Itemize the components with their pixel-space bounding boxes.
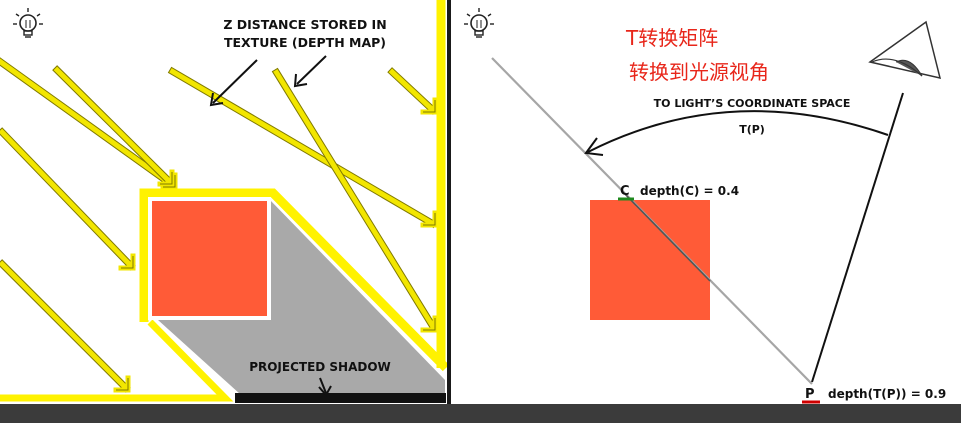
point-c-letter: C [620, 184, 630, 199]
panel-divider [447, 0, 451, 404]
light-rays [0, 57, 439, 393]
light-bulb-icon [464, 8, 494, 38]
occluder-box [148, 197, 271, 320]
point-p-depth: depth(T(P)) = 0.9 [828, 387, 946, 401]
left-panel: Z DISTANCE STORED IN TEXTURE (DEPTH MAP)… [0, 0, 450, 404]
transform-arc-arrowhead [584, 137, 604, 156]
shadow-floor [235, 393, 446, 403]
depth-map-label-line1: Z DISTANCE STORED IN [223, 17, 386, 32]
transform-matrix-title: T转换矩阵 [625, 26, 718, 50]
depth-map-outline-floor [0, 319, 234, 402]
bottom-bar [0, 404, 961, 423]
light-bulb-icon [13, 8, 43, 38]
transform-label: TO LIGHT’S COORDINATE SPACE [654, 97, 851, 110]
depth-pointer-arrow [212, 59, 258, 104]
projected-shadow-label: PROJECTED SHADOW [249, 360, 391, 374]
occluded-ray-segment [622, 191, 711, 282]
projected-shadow-area [158, 200, 445, 394]
shadow-pointer-arrow [319, 377, 327, 394]
depth-pointer-arrow-2 [296, 55, 327, 85]
camera-eye-icon [868, 20, 942, 80]
depth-map-outline [139, 188, 450, 372]
camera-view-ray [811, 92, 904, 383]
point-c-depth: depth(C) = 0.4 [640, 184, 739, 198]
transform-symbol: T(P) [739, 123, 765, 136]
point-p-letter: P [805, 387, 815, 402]
right-panel: T转换矩阵 转换到光源视角 TO LIGHT’S COORDINATE SPAC… [451, 0, 961, 404]
transform-arc [587, 110, 889, 153]
depth-map-label-line2: TEXTURE (DEPTH MAP) [224, 35, 386, 50]
light-view-title: 转换到光源视角 [629, 60, 769, 84]
